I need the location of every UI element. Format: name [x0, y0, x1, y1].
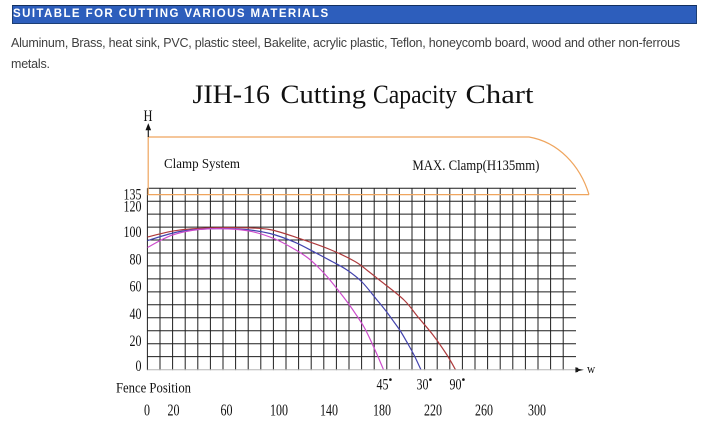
svg-text:JIH-16: JIH-16 — [193, 80, 271, 109]
svg-text:0: 0 — [136, 358, 142, 375]
svg-text:40: 40 — [130, 306, 142, 323]
svg-text:180: 180 — [373, 400, 391, 419]
svg-text:w: w — [587, 361, 596, 376]
svg-text:220: 220 — [424, 400, 442, 419]
svg-text:135: 135 — [124, 187, 142, 204]
svg-text:Cutting: Cutting — [281, 80, 367, 109]
svg-text:30: 30 — [417, 377, 429, 394]
svg-text:20: 20 — [168, 400, 180, 419]
svg-text:Clamp System: Clamp System — [164, 157, 240, 172]
svg-text:60: 60 — [130, 279, 142, 296]
svg-text:60: 60 — [221, 400, 233, 419]
svg-text:80: 80 — [130, 252, 142, 269]
svg-text:300: 300 — [528, 400, 546, 419]
svg-text:0: 0 — [144, 400, 150, 419]
svg-text:100: 100 — [124, 224, 142, 241]
svg-text:100: 100 — [270, 400, 288, 419]
svg-text:260: 260 — [475, 400, 493, 419]
svg-text:Chart: Chart — [466, 80, 535, 109]
svg-text:MAX. Clamp(H135mm): MAX. Clamp(H135mm) — [412, 158, 539, 174]
svg-text:20: 20 — [130, 333, 142, 350]
svg-text:Capacity: Capacity — [373, 80, 457, 109]
svg-text:90: 90 — [450, 377, 462, 394]
svg-text:H: H — [144, 108, 153, 125]
svg-text:45: 45 — [377, 377, 389, 394]
svg-text:140: 140 — [320, 400, 338, 419]
svg-text:120: 120 — [124, 198, 142, 215]
svg-text:Fence Position: Fence Position — [116, 381, 191, 397]
